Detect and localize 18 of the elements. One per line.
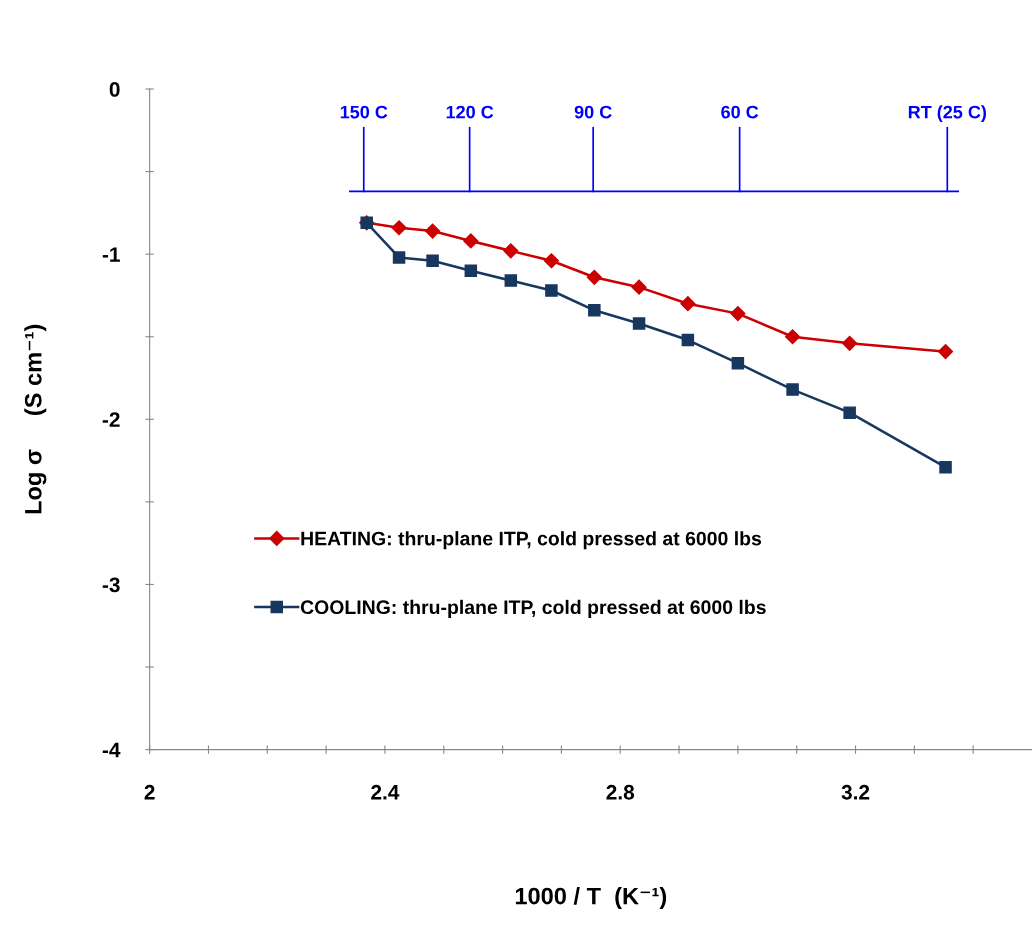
legend-label: COOLING: thru-plane ITP, cold pressed at 6000 lbs — [300, 599, 766, 618]
y-axis-title: Log σ (S cm⁻¹) — [24, 324, 47, 514]
y-tick-label: 0 — [109, 82, 120, 97]
x-tick-label: 2.8 — [606, 784, 635, 800]
annotation: 60 C — [721, 105, 759, 119]
annotation: RT (25 C) — [908, 105, 987, 123]
y-tick-label: -3 — [102, 577, 120, 593]
legend-label: HEATING: thru-plane ITP, cold pressed at 6000 lbs — [301, 531, 762, 550]
annotation: 90 C — [574, 105, 612, 119]
y-tick-label: -4 — [102, 742, 121, 758]
y-tick-label: -1 — [102, 247, 120, 262]
x-tick-label: 2.4 — [371, 784, 400, 800]
x-axis-title: 1000 / T (K⁻¹) — [515, 887, 667, 910]
x-tick-label: 3.2 — [841, 784, 870, 800]
annotation: 150 C — [340, 105, 388, 119]
annotation: 120 C — [446, 105, 494, 119]
y-tick-label: -2 — [102, 412, 120, 427]
x-tick-label: 2 — [144, 784, 155, 800]
